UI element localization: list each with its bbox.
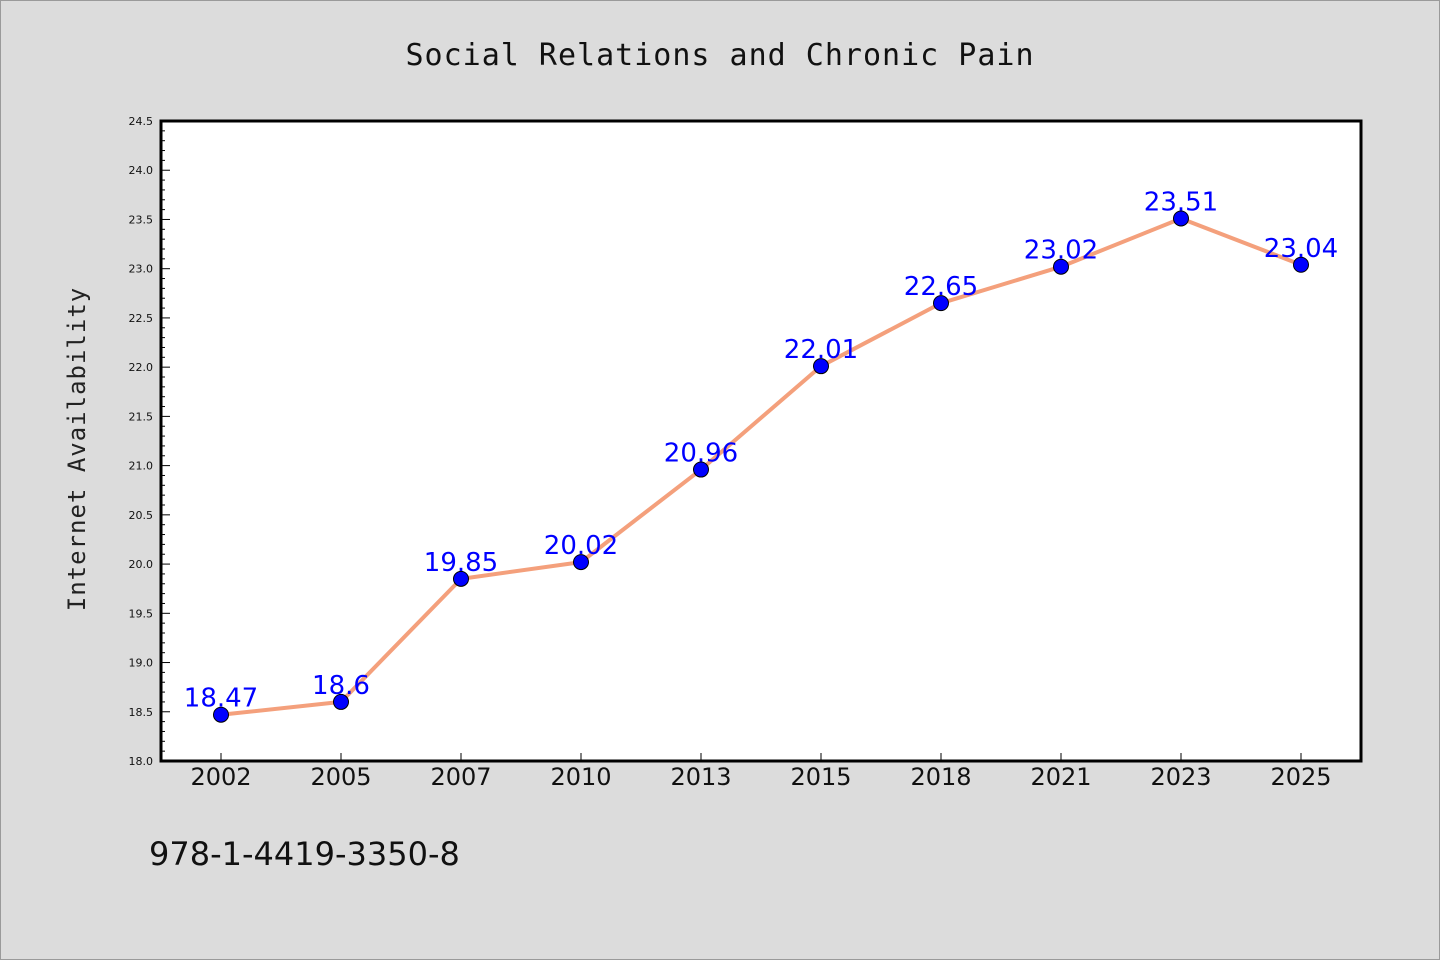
x-tick-label: 2013 <box>670 763 731 791</box>
y-axis-label: Internet Availability <box>63 287 91 611</box>
y-tick-label: 22.0 <box>129 361 154 374</box>
data-point <box>333 693 349 710</box>
series-layer: 18.47 18.6 19.85 20.02 20.96 22.01 22.65 23.02 2… <box>184 187 1338 723</box>
x-tick-label: 2023 <box>1150 763 1211 791</box>
data-point <box>813 358 829 375</box>
x-tick-label: 2005 <box>310 763 371 791</box>
data-label: 22.65 <box>904 272 978 302</box>
data-label: 18.47 <box>184 684 258 714</box>
y-tick-label: 24.0 <box>129 164 154 177</box>
y-tick-label: 19.0 <box>129 657 154 670</box>
y-tick-label: 22.5 <box>129 312 154 325</box>
x-tick-label: 2010 <box>550 763 611 791</box>
y-tick-label: 19.5 <box>129 607 154 620</box>
data-point <box>573 554 589 571</box>
data-point <box>213 706 229 723</box>
data-label: 18.6 <box>312 671 370 701</box>
y-tick-label: 23.0 <box>129 263 154 276</box>
x-tick-label: 2018 <box>910 763 971 791</box>
y-tick-label: 20.0 <box>129 558 154 571</box>
isbn-label: 978-1-4419-3350-8 <box>149 835 460 873</box>
data-point <box>453 570 469 587</box>
y-axis: 18.0 18.5 19.0 19.5 20.0 20.5 21.0 21.5 22.0 22.5… <box>129 115 170 768</box>
data-point <box>693 461 709 478</box>
y-tick-label: 18.0 <box>129 755 154 768</box>
chart-title: Social Relations and Chronic Pain <box>405 38 1034 73</box>
y-tick-label: 18.5 <box>129 706 154 719</box>
x-tick-label: 2025 <box>1270 763 1331 791</box>
y-tick-label: 21.0 <box>129 460 154 473</box>
data-label: 23.51 <box>1144 187 1218 217</box>
data-label: 23.02 <box>1024 236 1098 266</box>
x-tick-label: 2015 <box>790 763 851 791</box>
x-tick-label: 2002 <box>190 763 251 791</box>
data-label: 20.02 <box>544 531 618 561</box>
y-tick-label: 24.5 <box>129 115 154 128</box>
y-tick-label: 20.5 <box>129 509 154 522</box>
data-point <box>933 295 949 312</box>
y-tick-label: 23.5 <box>129 213 154 226</box>
x-tick-label: 2021 <box>1030 763 1091 791</box>
data-point <box>1293 256 1309 273</box>
data-label: 22.01 <box>784 335 858 365</box>
data-label: 19.85 <box>424 548 498 578</box>
x-axis: 2002 2005 2007 2010 2013 2015 2018 2021 2023 2025 <box>190 753 1332 791</box>
x-tick-label: 2007 <box>430 763 491 791</box>
series-line <box>219 216 1303 717</box>
data-label: 20.96 <box>664 439 738 469</box>
data-point <box>1053 258 1069 275</box>
data-point <box>1173 210 1189 227</box>
data-label: 23.04 <box>1264 234 1338 264</box>
y-tick-label: 21.5 <box>129 410 154 423</box>
